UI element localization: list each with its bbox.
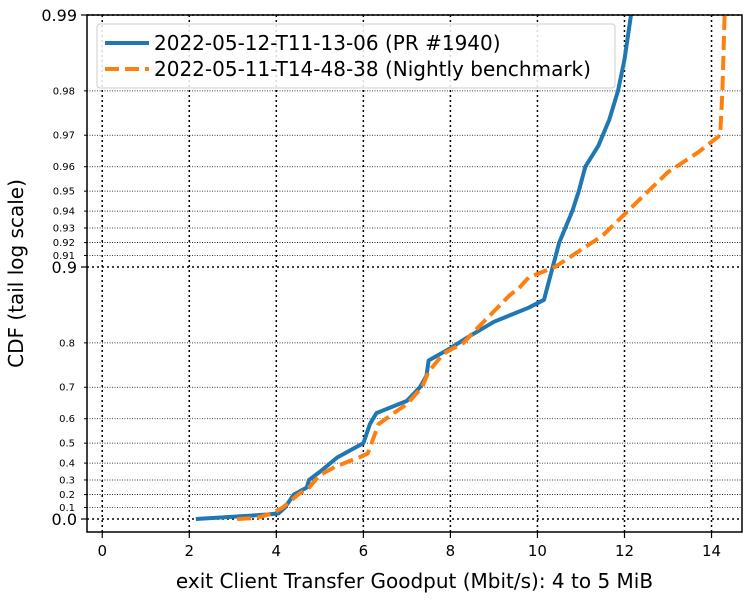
legend-label-nightly: 2022-05-11-T14-48-38 (Nightly benchmark) <box>154 57 591 81</box>
x-axis-title: exit Client Transfer Goodput (Mbit/s): 4… <box>176 569 653 593</box>
x-tick-label: 2 <box>185 542 195 560</box>
y-minor-tick-label: 0.92 <box>53 238 75 249</box>
series-lines <box>195 14 727 521</box>
legend: 2022-05-12-T11-13-06 (PR #1940) 2022-05-… <box>96 23 616 89</box>
x-tick-label: 14 <box>702 542 721 560</box>
y-major-tick-label: 0.0 <box>52 510 77 529</box>
x-tick-label: 12 <box>615 542 634 560</box>
y-major-tick-label: 0.99 <box>41 6 77 25</box>
y-minor-tick-label: 0.98 <box>53 86 75 97</box>
y-minor-tick-label: 0.4 <box>59 459 75 470</box>
x-tick-label: 10 <box>528 542 547 560</box>
y-minor-tick-label: 0.2 <box>59 490 75 501</box>
y-minor-tick-label: 0.93 <box>53 223 75 234</box>
y-minor-tick-label: 0.97 <box>53 131 75 142</box>
plot-frame <box>86 14 743 533</box>
grid-lines <box>87 14 742 532</box>
y-minor-tick-label: 0.1 <box>59 503 75 514</box>
x-tick-label: 4 <box>272 542 282 560</box>
x-tick-label: 8 <box>446 542 456 560</box>
y-major-tick-label: 0.9 <box>52 258 77 277</box>
axis-ticks: 0 2 4 6 8 10 12 140.10.20.30.40.50.60.70.80.910… <box>41 6 721 560</box>
y-axis-title: CDF (tail log scale) <box>4 179 28 368</box>
y-minor-tick-label: 0.94 <box>53 207 75 218</box>
y-minor-tick-label: 0.8 <box>59 338 75 349</box>
x-tick-label: 0 <box>97 542 107 560</box>
y-minor-tick-label: 0.6 <box>59 414 75 425</box>
y-minor-tick-label: 0.5 <box>59 439 75 450</box>
y-minor-tick-label: 0.91 <box>53 251 75 262</box>
y-minor-tick-label: 0.95 <box>53 187 75 198</box>
y-minor-tick-label: 0.3 <box>59 475 75 486</box>
legend-box <box>96 23 616 89</box>
y-minor-tick-label: 0.7 <box>59 383 75 394</box>
series-line-1 <box>236 14 727 521</box>
x-tick-label: 6 <box>359 542 369 560</box>
y-minor-tick-label: 0.96 <box>53 162 75 173</box>
legend-label-pr: 2022-05-12-T11-13-06 (PR #1940) <box>154 31 501 55</box>
